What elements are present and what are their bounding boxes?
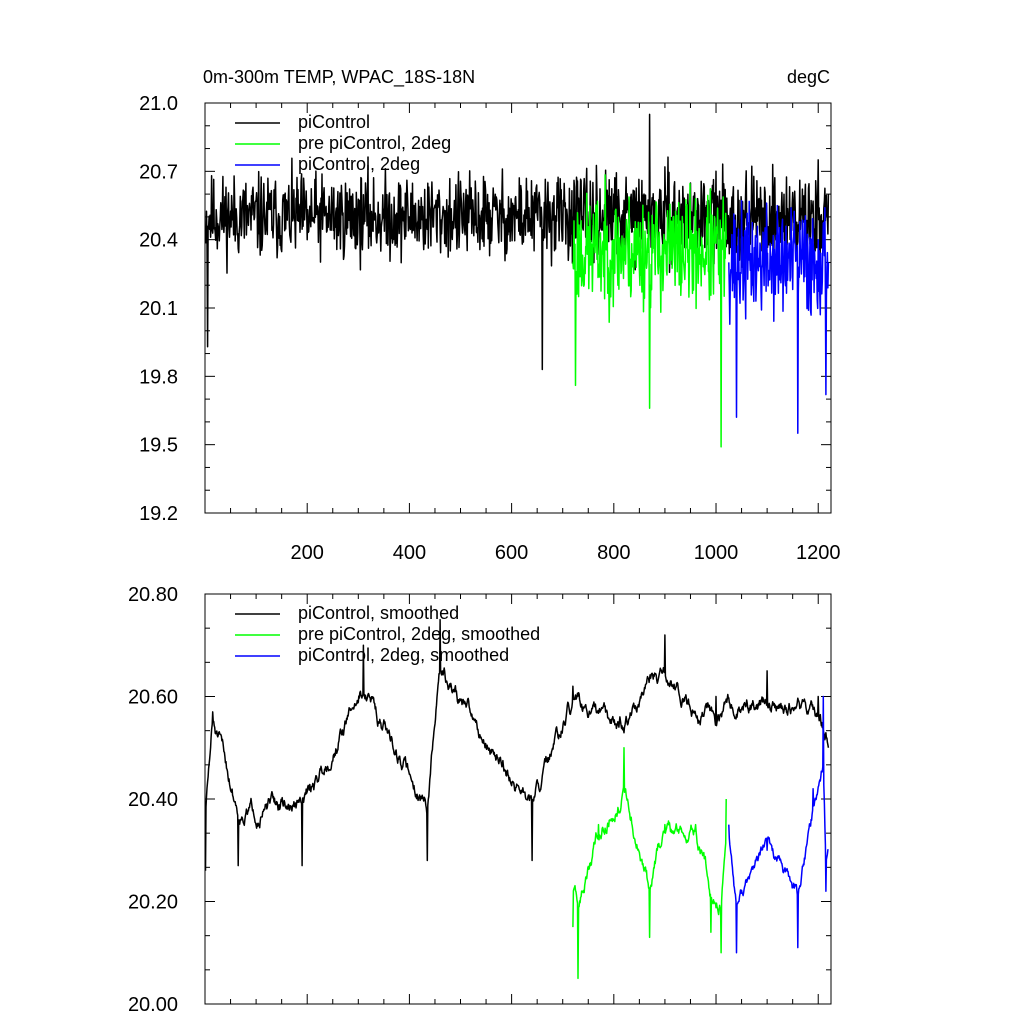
top-panel: 0m-300m TEMP, WPAC_18S-18N degC 200 400 60… <box>139 67 840 564</box>
x-tick-label: 400 <box>393 542 426 564</box>
y-tick-label: 20.1 <box>139 298 178 320</box>
bottom-chart-ticks: 20.00 20.20 20.40 20.60 20.80 <box>128 584 831 1016</box>
top-chart-units: degC <box>787 67 830 87</box>
bottom-series-line-picontrol-2deg <box>728 695 829 954</box>
legend-label: pre piControl, 2deg <box>298 133 451 153</box>
y-tick-label: 19.2 <box>139 503 178 525</box>
top-series-line-picontrol-2deg <box>728 199 830 435</box>
x-tick-label: 1000 <box>694 542 739 564</box>
x-tick-label: 200 <box>291 542 324 564</box>
x-tick-label: 800 <box>597 542 630 564</box>
legend-label: pre piControl, 2deg, smoothed <box>298 624 540 644</box>
legend-label: piControl, 2deg <box>298 154 420 174</box>
legend-label: piControl, 2deg, smoothed <box>298 645 509 665</box>
y-tick-label: 20.20 <box>128 892 178 914</box>
bottom-series-line-pre-picontrol-2deg <box>572 747 727 980</box>
legend-label: piControl, smoothed <box>298 603 459 623</box>
y-tick-label: 20.4 <box>139 230 178 252</box>
top-chart-ticks: 200 400 600 800 1000 1200 19.2 19.5 19.8 20.1 20.4… <box>139 93 840 564</box>
y-tick-label: 20.00 <box>128 994 178 1016</box>
legend-label: piControl <box>298 112 370 132</box>
y-tick-label: 19.8 <box>139 366 178 388</box>
bottom-plot-frame <box>204 593 832 1005</box>
y-tick-label: 21.0 <box>139 93 178 115</box>
top-chart-series <box>204 113 830 448</box>
x-tick-label: 1200 <box>796 542 841 564</box>
top-series-line-pre-picontrol-2deg <box>572 174 727 448</box>
y-tick-label: 20.7 <box>139 161 178 183</box>
bottom-panel: 20.00 20.20 20.40 20.60 20.80 piControl, smo… <box>128 584 832 1016</box>
top-series-line-picontrol <box>204 113 830 371</box>
y-tick-label: 20.60 <box>128 687 178 709</box>
bottom-series-line-picontrol <box>204 618 830 871</box>
y-tick-label: 19.5 <box>139 435 178 457</box>
y-tick-label: 20.40 <box>128 789 178 811</box>
y-tick-label: 20.80 <box>128 584 178 606</box>
bottom-chart-series <box>204 618 830 980</box>
x-tick-label: 600 <box>495 542 528 564</box>
top-chart-title: 0m-300m TEMP, WPAC_18S-18N <box>203 67 475 88</box>
top-plot-frame <box>204 102 832 514</box>
